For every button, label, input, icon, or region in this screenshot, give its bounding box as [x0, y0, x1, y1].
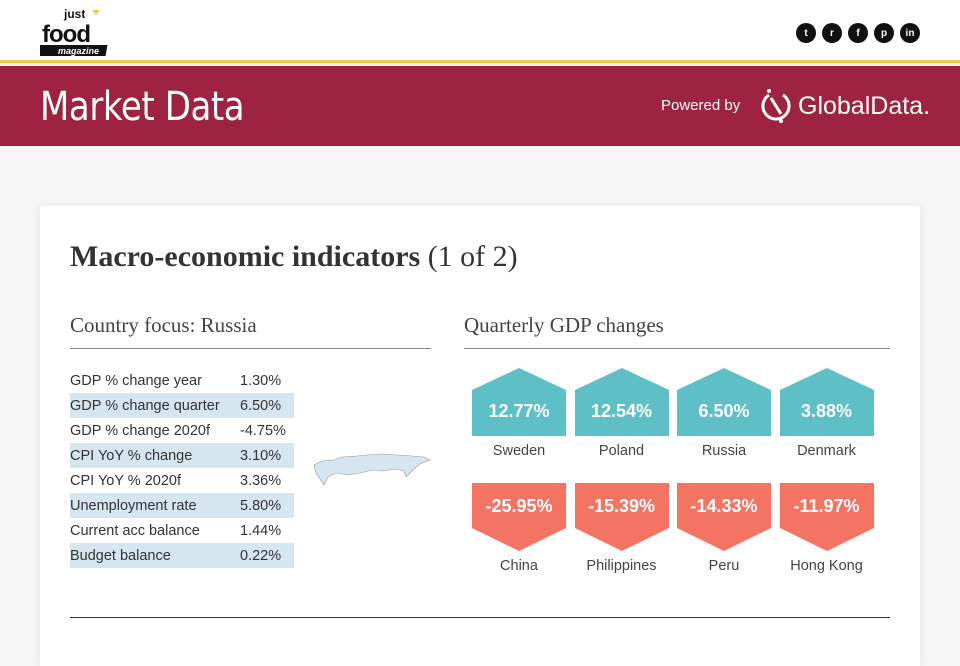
hexagon-shape	[677, 368, 771, 436]
hexagon-shape	[574, 368, 669, 436]
gdp-change-tile: -15.39% Philippines	[574, 483, 669, 583]
indicator-value: -4.75%	[240, 422, 286, 439]
indicator-label: GDP % change 2020f	[70, 422, 210, 439]
pinterest-icon[interactable]: p	[874, 23, 894, 43]
indicator-label: CPI YoY % 2020f	[70, 472, 181, 489]
indicator-value: 3.10%	[240, 443, 294, 468]
gdp-change-value: -14.33%	[690, 496, 758, 516]
macro-card: Macro-economic indicators (1 of 2) Count…	[40, 206, 920, 666]
gdp-country: Sweden	[492, 443, 546, 459]
top-bar: just food magazine t r f p in	[0, 0, 960, 63]
gdp-country: Poland	[598, 443, 645, 459]
indicator-value: 1.44%	[240, 522, 282, 539]
globaldata-icon	[761, 89, 791, 123]
gdp-change-value: 6.50%	[698, 401, 750, 421]
indicator-table: GDP % change year 1.30% GDP % change quart…	[70, 368, 294, 568]
indicator-label: GDP % change quarter	[70, 393, 240, 418]
indicator-row: GDP % change year 1.30%	[70, 368, 294, 393]
hexagon-shape	[472, 368, 566, 436]
globaldata-text: GlobalData.	[798, 91, 931, 120]
gdp-change-tile: -11.97% Hong Kong	[779, 483, 874, 583]
gdp-country: Denmark	[797, 443, 856, 459]
gdp-change-tile: 12.77% Sweden	[472, 368, 566, 468]
indicator-value: 3.36%	[240, 472, 282, 489]
powered-by-label: Powered by	[661, 97, 741, 114]
svg-text:food: food	[42, 21, 90, 48]
indicator-value: 0.22%	[240, 543, 294, 568]
globaldata-logo[interactable]: GlobalData.	[760, 88, 930, 124]
reddit-icon[interactable]: r	[822, 23, 842, 43]
hexagon-shape	[779, 368, 874, 436]
gdp-change-value: 3.88%	[800, 401, 853, 421]
indicator-value: 6.50%	[240, 393, 294, 418]
gdp-country: Russia	[701, 443, 747, 459]
indicator-label: Current acc balance	[70, 522, 200, 539]
indicator-value: 1.30%	[240, 372, 282, 389]
indicator-row: GDP % change quarter 6.50%	[70, 393, 294, 418]
indicator-row: GDP % change 2020f -4.75%	[70, 418, 294, 443]
gdp-change-value: -11.97%	[793, 496, 860, 516]
linkedin-icon[interactable]: in	[900, 23, 920, 43]
hexagon-shape	[677, 483, 771, 551]
indicator-row: Current acc balance 1.44%	[70, 518, 294, 543]
gdp-country: Hong Kong	[790, 558, 863, 574]
gdp-country: China	[500, 558, 538, 574]
gdp-country: Peru	[708, 558, 740, 574]
gdp-change-value: 12.54%	[590, 401, 653, 421]
svg-text:magazine: magazine	[58, 46, 99, 56]
indicator-row: Unemployment rate 5.80%	[70, 493, 294, 518]
gdp-change-value: 12.77%	[488, 401, 550, 421]
gdp-change-tile: 6.50% Russia	[677, 368, 771, 468]
gdp-change-tile: -25.95% China	[472, 483, 566, 583]
indicator-label: CPI YoY % change	[70, 443, 240, 468]
hexagon-shape	[472, 483, 566, 551]
hexagon-shape	[779, 483, 874, 551]
gdp-change-value: -15.39%	[587, 496, 656, 516]
indicator-row: CPI YoY % 2020f 3.36%	[70, 468, 294, 493]
banner: Market Data Powered by GlobalData.	[0, 66, 960, 146]
indicator-row: CPI YoY % change 3.10%	[70, 443, 294, 468]
gdp-change-tile: 12.54% Poland	[574, 368, 669, 468]
indicator-label: Budget balance	[70, 543, 240, 568]
gdp-country: Philippines	[586, 558, 657, 574]
indicator-label: GDP % change year	[70, 372, 202, 389]
just-food-logo[interactable]: just food magazine	[40, 8, 115, 56]
svg-text:just: just	[63, 8, 85, 21]
indicator-row: Budget balance 0.22%	[70, 543, 294, 568]
card-title: Macro-economic indicators (1 of 2)	[70, 240, 518, 273]
country-focus-heading: Country focus: Russia	[70, 313, 431, 349]
social-links: t r f p in	[796, 23, 920, 43]
divider	[70, 617, 890, 618]
gdp-change-tile: -14.33% Peru	[677, 483, 771, 583]
facebook-icon[interactable]: f	[848, 23, 868, 43]
gdp-heading: Quarterly GDP changes	[464, 313, 890, 349]
indicator-value: 5.80%	[240, 493, 294, 518]
indicator-label: Unemployment rate	[70, 493, 240, 518]
hexagon-shape	[574, 483, 669, 551]
page-title: Market Data	[40, 84, 245, 130]
gdp-change-value: -25.95%	[485, 496, 553, 516]
gdp-change-tile: 3.88% Denmark	[779, 368, 874, 468]
twitter-icon[interactable]: t	[796, 23, 816, 43]
russia-map	[313, 453, 431, 486]
